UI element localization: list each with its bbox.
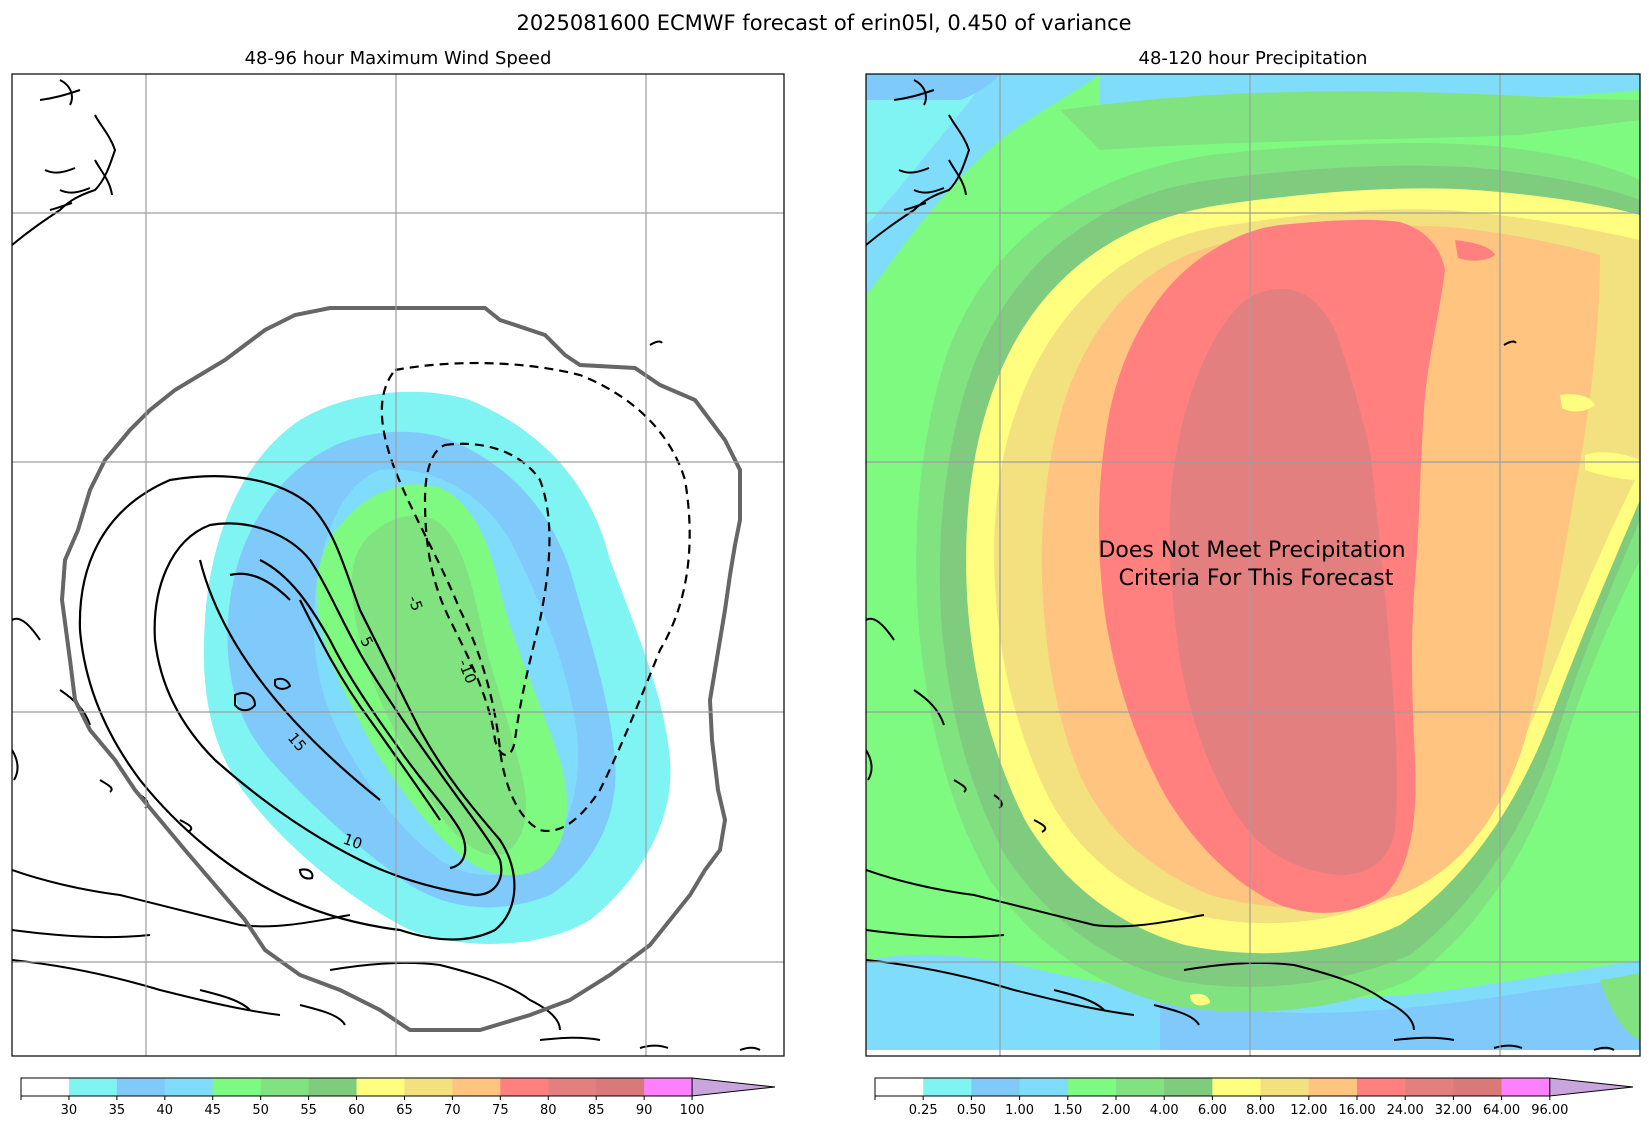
colorbar-tick-label: 70 <box>444 1103 461 1118</box>
wind-contours-positive <box>78 475 516 941</box>
colorbar-swatch <box>1357 1078 1406 1096</box>
colorbar-swatch <box>1212 1078 1262 1096</box>
colorbar-tick-label: 8.00 <box>1246 1103 1275 1118</box>
colorbar-tick-label: 60 <box>348 1103 365 1118</box>
colorbar-swatch <box>1260 1078 1310 1096</box>
colorbar-swatch <box>875 1078 924 1096</box>
figure-title: 2025081600 ECMWF forecast of erin05l, 0.… <box>516 11 1131 35</box>
precip-annotation-line1: Does Not Meet Precipitation <box>1098 538 1405 563</box>
colorbar-tick-label: 6.00 <box>1198 1103 1227 1118</box>
colorbar-extend-arrow <box>691 1077 776 1097</box>
wind-envelope <box>59 306 742 1032</box>
precip-panel: 48-120 hour Precipitation <box>865 48 1641 1118</box>
colorbar-swatch <box>1164 1078 1213 1096</box>
colorbar-swatch <box>1453 1078 1503 1096</box>
wind-colorbar: 30 35 40 45 50 55 60 65 70 75 80 85 90 100 <box>20 1077 776 1118</box>
wind-contours-negative <box>380 361 691 833</box>
precip-panel-title: 48-120 hour Precipitation <box>1139 48 1368 69</box>
colorbar-swatch <box>308 1078 358 1096</box>
colorbar-tick-label: 4.00 <box>1150 1103 1179 1118</box>
wind-panel-title: 48-96 hour Maximum Wind Speed <box>245 48 552 69</box>
colorbar-swatch <box>21 1078 70 1096</box>
precip-colorbar: 0.25 0.50 1.00 1.50 2.00 4.00 6.00 8.00 12.00 16.… <box>874 1077 1634 1118</box>
colorbar-tick-label: 45 <box>204 1103 221 1118</box>
colorbar-swatch <box>68 1078 118 1096</box>
colorbar-tick-label: 1.50 <box>1053 1103 1082 1118</box>
wind-speed-fill <box>203 391 671 944</box>
colorbar-tick-label: 32.00 <box>1435 1103 1472 1118</box>
colorbar-tick-label: 100 <box>680 1103 705 1118</box>
colorbar-swatch <box>1067 1078 1117 1096</box>
colorbar-tick-label: 65 <box>396 1103 413 1118</box>
colorbar-tick-label: 0.50 <box>957 1103 986 1118</box>
contour-label: 10 <box>341 830 365 853</box>
colorbar-tick-label: 2.00 <box>1102 1103 1131 1118</box>
precip-plot-frame <box>865 73 1641 1057</box>
colorbar-swatch <box>452 1078 501 1096</box>
colorbar-tick-label: 75 <box>492 1103 509 1118</box>
colorbar-tick-label: 24.00 <box>1387 1103 1424 1118</box>
colorbar-swatch <box>356 1078 405 1096</box>
colorbar-swatch <box>1308 1078 1358 1096</box>
colorbar-swatch <box>923 1078 972 1096</box>
colorbar-swatch <box>1405 1078 1454 1096</box>
colorbar-tick-label: 12.00 <box>1290 1103 1327 1118</box>
precip-fill <box>866 74 1640 1056</box>
colorbar-tick-label: 80 <box>540 1103 557 1118</box>
colorbar-swatch <box>1019 1078 1069 1096</box>
precip-annotation-line2: Criteria For This Forecast <box>1119 566 1394 591</box>
colorbar-swatch <box>1501 1078 1551 1096</box>
colorbar-tick-label: 85 <box>588 1103 605 1118</box>
wind-panel: 48-96 hour Maximum Wind Speed <box>11 48 785 1118</box>
colorbar-tick-label: 50 <box>252 1103 269 1118</box>
colorbar-swatch <box>644 1078 693 1096</box>
colorbar-swatch <box>116 1078 166 1096</box>
precip-gridlines <box>866 74 1640 1056</box>
colorbar-swatch <box>500 1078 549 1096</box>
colorbar-swatch <box>260 1078 310 1096</box>
colorbar-swatch <box>1116 1078 1165 1096</box>
colorbar-tick-label: 1.00 <box>1005 1103 1034 1118</box>
precip-coastlines <box>866 79 1615 1051</box>
colorbar-swatch <box>548 1078 597 1096</box>
colorbar-tick-label: 30 <box>61 1103 78 1118</box>
colorbar-swatch <box>404 1078 453 1096</box>
colorbar-extend-arrow <box>1549 1077 1634 1097</box>
colorbar-swatch <box>596 1078 645 1096</box>
contour-label: -5 <box>404 593 426 613</box>
colorbar-tick-label: 90 <box>636 1103 653 1118</box>
wind-gridlines <box>12 74 784 1056</box>
wind-plot-frame <box>11 73 785 1057</box>
colorbar-tick-label: 35 <box>109 1103 126 1118</box>
colorbar-swatch <box>164 1078 214 1096</box>
colorbar-swatch <box>971 1078 1021 1096</box>
colorbar-tick-label: 96.00 <box>1531 1103 1568 1118</box>
colorbar-tick-label: 16.00 <box>1338 1103 1375 1118</box>
colorbar-tick-label: 40 <box>157 1103 174 1118</box>
colorbar-tick-label: 55 <box>300 1103 317 1118</box>
colorbar-tick-label: 0.25 <box>909 1103 938 1118</box>
colorbar-tick-label: 64.00 <box>1483 1103 1520 1118</box>
colorbar-swatch <box>212 1078 262 1096</box>
